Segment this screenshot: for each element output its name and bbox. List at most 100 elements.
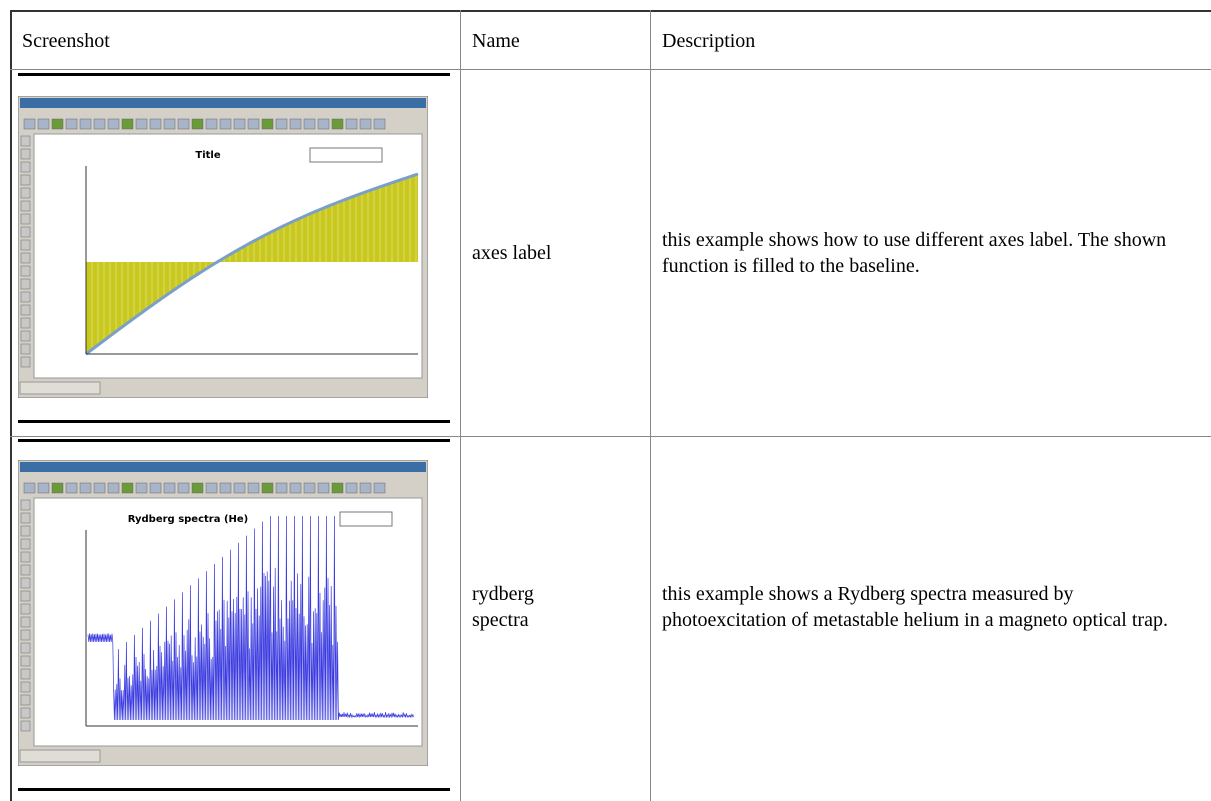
- toolbar-icon: [220, 119, 231, 129]
- table-border: [10, 10, 1211, 12]
- toolbar-icon: [108, 119, 119, 129]
- toolbar-icon: [304, 483, 315, 493]
- side-icon: [21, 526, 30, 536]
- separator: [18, 420, 450, 423]
- thumbnail-title: Rydberg spectra (He): [128, 514, 249, 525]
- toolbar-icon: [360, 119, 371, 129]
- toolbar-icon: [38, 483, 49, 493]
- side-icon: [21, 240, 30, 250]
- side-icon: [21, 630, 30, 640]
- side-icon: [21, 253, 30, 263]
- toolbar-icon: [192, 483, 203, 493]
- side-icon: [21, 656, 30, 666]
- thumbnail-title: Title: [195, 150, 220, 161]
- column-divider: [460, 10, 461, 801]
- toolbar-icon: [52, 483, 63, 493]
- menu-bar: [20, 473, 426, 481]
- separator: [18, 439, 450, 442]
- description-cell: this example shows a Rydberg spectra mea…: [662, 437, 1202, 777]
- toolbar-icon: [164, 483, 175, 493]
- toolbar-icon: [80, 483, 91, 493]
- toolbar-icon: [332, 483, 343, 493]
- side-icon: [21, 604, 30, 614]
- toolbar-icon: [332, 119, 343, 129]
- side-icon: [21, 513, 30, 523]
- side-icon: [21, 162, 30, 172]
- toolbar-icon: [66, 483, 77, 493]
- side-icon: [21, 617, 30, 627]
- side-icon: [21, 344, 30, 354]
- side-icon: [21, 175, 30, 185]
- toolbar-icon: [150, 483, 161, 493]
- side-icon: [21, 695, 30, 705]
- toolbar-icon: [290, 483, 301, 493]
- side-icon: [21, 708, 30, 718]
- toolbar-icon: [234, 119, 245, 129]
- toolbar-icon: [248, 119, 259, 129]
- side-icon: [21, 201, 30, 211]
- toolbar-icon: [276, 483, 287, 493]
- side-icon: [21, 279, 30, 289]
- side-icon: [21, 305, 30, 315]
- name-cell: rydberg spectra: [472, 437, 582, 777]
- toolbar-icon: [262, 119, 273, 129]
- toolbar-icon: [52, 119, 63, 129]
- header-cell: Name: [472, 12, 520, 69]
- side-icon: [21, 318, 30, 328]
- menu-bar: [20, 109, 426, 117]
- side-icon: [21, 500, 30, 510]
- column-divider: [650, 10, 651, 801]
- toolbar-icon: [122, 483, 133, 493]
- name-cell: axes label: [472, 70, 622, 436]
- toolbar-icon: [192, 119, 203, 129]
- side-icon: [21, 214, 30, 224]
- toolbar-icon: [80, 119, 91, 129]
- side-icon: [21, 227, 30, 237]
- thumbnail: Rydberg spectra (He): [18, 460, 428, 766]
- header-cell: Description: [662, 12, 755, 69]
- toolbar-icon: [24, 119, 35, 129]
- separator: [18, 73, 450, 76]
- legend-box: [310, 148, 382, 162]
- toolbar-icon: [38, 119, 49, 129]
- side-icon: [21, 266, 30, 276]
- side-icon: [21, 591, 30, 601]
- side-icon: [21, 539, 30, 549]
- toolbar-icon: [220, 483, 231, 493]
- header-cell: Screenshot: [22, 12, 110, 69]
- toolbar-icon: [234, 483, 245, 493]
- toolbar-icon: [290, 119, 301, 129]
- separator: [18, 788, 450, 791]
- toolbar-icon: [374, 483, 385, 493]
- toolbar-icon: [346, 119, 357, 129]
- toolbar-icon: [24, 483, 35, 493]
- toolbar-icon: [374, 119, 385, 129]
- toolbar-icon: [94, 483, 105, 493]
- toolbar-icon: [318, 483, 329, 493]
- toolbar-icon: [136, 483, 147, 493]
- toolbar-icon: [346, 483, 357, 493]
- toolbar-icon: [304, 119, 315, 129]
- toolbar-icon: [94, 119, 105, 129]
- side-icon: [21, 357, 30, 367]
- toolbar-icon: [318, 119, 329, 129]
- side-icon: [21, 682, 30, 692]
- toolbar-icon: [248, 483, 259, 493]
- toolbar-icon: [66, 119, 77, 129]
- side-icon: [21, 149, 30, 159]
- toolbar-icon: [164, 119, 175, 129]
- toolbar-icon: [122, 119, 133, 129]
- side-icon: [21, 188, 30, 198]
- toolbar-icon: [360, 483, 371, 493]
- description-cell: this example shows how to use different …: [662, 70, 1202, 436]
- side-icon: [21, 552, 30, 562]
- toolbar-icon: [276, 119, 287, 129]
- side-icon: [21, 331, 30, 341]
- title-bar: [20, 98, 426, 108]
- toolbar-icon: [136, 119, 147, 129]
- thumbnail: Title: [18, 96, 428, 398]
- side-icon: [21, 643, 30, 653]
- toolbar-icon: [150, 119, 161, 129]
- status-bar: [20, 382, 100, 394]
- toolbar-icon: [206, 119, 217, 129]
